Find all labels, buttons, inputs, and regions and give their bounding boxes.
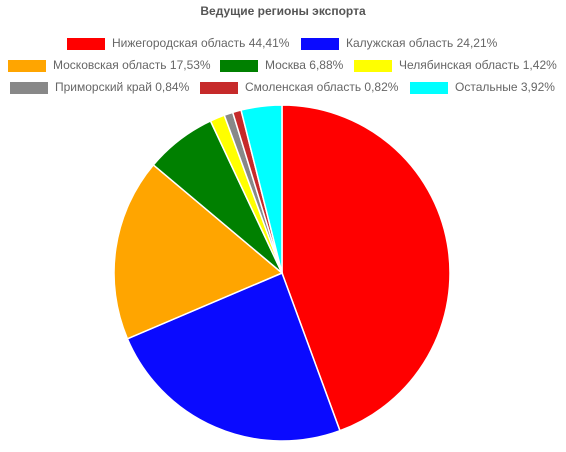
pie-slice xyxy=(281,104,451,432)
legend-label: Смоленская область 0,82% xyxy=(245,80,399,94)
legend-swatch[interactable] xyxy=(301,38,339,50)
legend-label: Остальные 3,92% xyxy=(455,80,555,94)
legend-label: Челябинская область 1,42% xyxy=(399,58,557,72)
legend-swatch[interactable] xyxy=(354,60,392,72)
legend-swatch[interactable] xyxy=(67,38,105,50)
legend-label: Нижегородская область 44,41% xyxy=(112,36,290,50)
legend-label: Москва 6,88% xyxy=(265,58,344,72)
legend-swatch[interactable] xyxy=(220,60,258,72)
legend-swatch[interactable] xyxy=(410,82,448,94)
legend-label: Московская область 17,53% xyxy=(53,58,211,72)
legend-swatch[interactable] xyxy=(8,60,46,72)
chart-title: Ведущие регионы экспорта xyxy=(200,4,366,18)
legend-swatch[interactable] xyxy=(200,82,238,94)
pie-slice xyxy=(126,272,341,442)
legend-label: Приморский край 0,84% xyxy=(55,80,190,94)
pie-slice xyxy=(113,163,284,340)
pie-slice xyxy=(240,104,283,274)
legend-label: Калужская область 24,21% xyxy=(346,36,498,50)
legend-swatch[interactable] xyxy=(10,82,48,94)
